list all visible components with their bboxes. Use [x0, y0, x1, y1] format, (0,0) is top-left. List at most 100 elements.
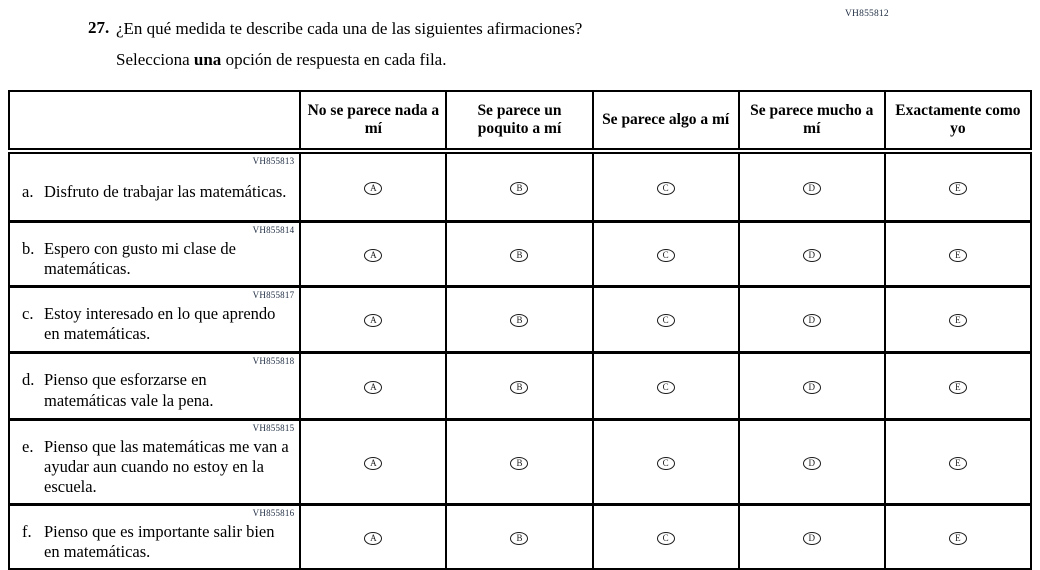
option-cell-c-3: D [737, 285, 886, 352]
option-bubble-b-E[interactable]: E [948, 249, 967, 263]
table-row-e: VH855815 e. Pienso que las matemáticas m… [7, 417, 1033, 505]
option-bubble-a-A[interactable]: A [364, 182, 383, 195]
option-cell-c-1: B [445, 285, 594, 352]
statement-letter-b: b. [22, 239, 35, 258]
option-bubble-a-B[interactable]: B [510, 182, 529, 195]
option-bubble-b-D[interactable]: D [802, 249, 821, 263]
option-bubble-e-D[interactable]: D [802, 456, 821, 470]
table-row-d: VH855818 d. Pienso que esforzarse en mat… [7, 350, 1033, 419]
option-cell-e-3: D [737, 417, 886, 505]
option-bubble-d-C[interactable]: C [656, 380, 675, 394]
statement-cell-d: VH855818 d. Pienso que esforzarse en mat… [7, 350, 302, 419]
option-bubble-c-D[interactable]: D [802, 314, 821, 328]
table-row-c: VH855817 c. Estoy interesado en lo que a… [7, 285, 1033, 352]
table-row-b: VH855814 b. Espero con gusto mi clase de… [7, 219, 1033, 287]
row-code-d: VH855818 [252, 355, 295, 366]
option-cell-b-0: A [299, 219, 448, 287]
option-cell-f-1: B [445, 502, 594, 570]
option-cell-a-3: D [737, 149, 886, 222]
option-bubble-d-B[interactable]: B [510, 380, 529, 394]
option-cell-e-2: C [591, 417, 740, 505]
option-cell-c-4: E [883, 285, 1033, 352]
option-bubble-d-E[interactable]: E [948, 380, 967, 394]
option-cell-f-3: D [737, 502, 886, 570]
statement-text-f: Pienso que es importante salir bien en m… [44, 521, 275, 561]
option-bubble-b-A[interactable]: A [364, 249, 383, 263]
option-cell-e-1: B [445, 417, 594, 505]
option-cell-c-2: C [591, 285, 740, 352]
option-bubble-c-C[interactable]: C [656, 314, 675, 328]
option-bubble-e-E[interactable]: E [948, 456, 967, 470]
option-bubble-f-E[interactable]: E [948, 532, 967, 545]
option-cell-d-1: B [445, 350, 594, 419]
statement-letter-f: f. [22, 521, 32, 541]
option-bubble-e-C[interactable]: C [656, 456, 675, 470]
statement-cell-b: VH855814 b. Espero con gusto mi clase de… [7, 219, 302, 287]
option-bubble-f-A[interactable]: A [364, 532, 383, 545]
column-header-0: No se parece nada a mí [299, 91, 448, 154]
statement-cell-a: VH855813 a. Disfruto de trabajar las mat… [7, 149, 302, 222]
statement-cell-e: VH855815 e. Pienso que las matemáticas m… [7, 417, 302, 505]
question-text: ¿En qué medida te describe cada una de l… [116, 19, 583, 38]
option-cell-f-2: C [591, 502, 740, 570]
statement-text-b: Espero con gusto mi clase de matemáticas… [44, 239, 236, 279]
option-cell-d-4: E [883, 350, 1033, 419]
column-header-1: Se parece un poquito a mí [445, 91, 594, 154]
row-code-b: VH855814 [252, 225, 295, 235]
option-bubble-f-C[interactable]: C [656, 532, 675, 545]
question-instruction: Selecciona una opción de respuesta en ca… [116, 50, 446, 70]
statement-text-d: Pienso que esforzarse en matemáticas val… [44, 370, 214, 410]
table-row-a: VH855813 a. Disfruto de trabajar las mat… [7, 149, 1033, 222]
table-row-f: VH855816 f. Pienso que es importante sal… [7, 502, 1033, 570]
option-cell-e-0: A [299, 417, 448, 505]
column-header-3: Se parece mucho a mí [737, 91, 886, 154]
option-cell-a-2: C [591, 149, 740, 222]
option-bubble-a-D[interactable]: D [802, 182, 821, 195]
instruction-pre: Selecciona [116, 50, 194, 69]
option-bubble-c-B[interactable]: B [510, 314, 529, 328]
item-accession-code: VH855812 [845, 9, 889, 19]
option-bubble-b-C[interactable]: C [656, 249, 675, 263]
statement-text-a: Disfruto de trabajar las matemáticas. [44, 181, 287, 201]
option-bubble-e-B[interactable]: B [510, 456, 529, 470]
column-header-4: Exactamente como yo [883, 91, 1033, 154]
option-cell-b-1: B [445, 219, 594, 287]
option-bubble-c-A[interactable]: A [364, 314, 383, 328]
option-bubble-b-B[interactable]: B [510, 249, 529, 263]
option-cell-f-4: E [883, 502, 1033, 570]
option-bubble-f-D[interactable]: D [802, 532, 821, 545]
option-bubble-a-E[interactable]: E [948, 182, 967, 195]
instruction-post: opción de respuesta en cada fila. [221, 50, 447, 69]
option-cell-f-0: A [299, 502, 448, 570]
response-matrix-table: No se parece nada a mí Se parece un poqu… [7, 90, 1033, 570]
row-code-e: VH855815 [252, 422, 295, 433]
option-cell-a-4: E [883, 149, 1033, 222]
instruction-emphasis: una [193, 50, 222, 69]
statement-column-header [7, 91, 302, 154]
question-number: 27. [88, 18, 110, 37]
option-cell-d-2: C [591, 350, 740, 419]
option-bubble-d-D[interactable]: D [802, 380, 821, 394]
statement-text-e: Pienso que las matemáticas me van a ayud… [44, 436, 289, 496]
option-bubble-a-C[interactable]: C [656, 182, 675, 195]
option-cell-a-0: A [299, 149, 448, 222]
option-cell-a-1: B [445, 149, 594, 222]
row-code-c: VH855817 [252, 290, 295, 301]
row-code-a: VH855813 [252, 156, 295, 166]
column-header-2: Se parece algo a mí [591, 91, 740, 154]
option-bubble-c-E[interactable]: E [948, 314, 967, 328]
option-cell-c-0: A [299, 285, 448, 352]
statement-letter-e: e. [22, 436, 34, 456]
row-code-f: VH855816 [252, 507, 295, 518]
statement-letter-c: c. [22, 304, 34, 324]
option-bubble-d-A[interactable]: A [364, 380, 383, 394]
option-bubble-e-A[interactable]: A [364, 456, 383, 470]
option-cell-b-4: E [883, 219, 1033, 287]
option-bubble-f-B[interactable]: B [510, 532, 529, 545]
option-cell-d-3: D [737, 350, 886, 419]
option-cell-b-3: D [737, 219, 886, 287]
statement-letter-a: a. [22, 181, 34, 201]
statement-cell-c: VH855817 c. Estoy interesado en lo que a… [7, 285, 302, 352]
statement-cell-f: VH855816 f. Pienso que es importante sal… [7, 502, 302, 570]
header-row: No se parece nada a mí Se parece un poqu… [7, 91, 1033, 154]
